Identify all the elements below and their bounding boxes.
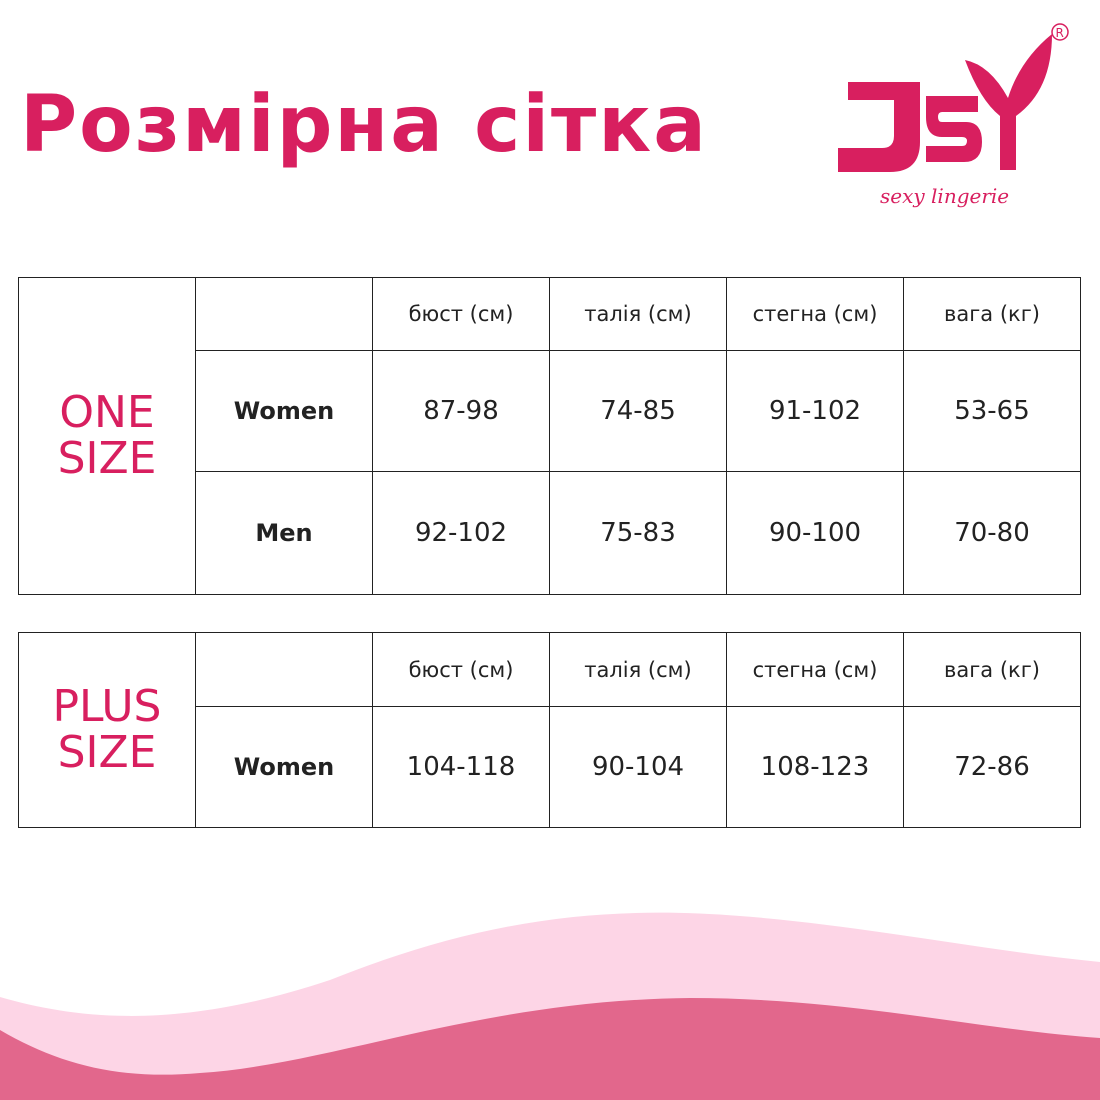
cell: 53-65 (903, 350, 1081, 472)
header-waist: талія (см) (549, 277, 727, 351)
header-bust: бюст (см) (372, 277, 550, 351)
row-label: Women (195, 706, 373, 828)
svg-text:R: R (1056, 26, 1064, 40)
cell: 108-123 (726, 706, 904, 828)
cell: 104-118 (372, 706, 550, 828)
page-title: Розмірна сітка (20, 80, 708, 170)
cell: 92-102 (372, 471, 550, 595)
plus-size-table: PLUS SIZE бюст (см) талія (см) стегна (см… (18, 632, 1081, 828)
row-label: Women (195, 350, 373, 472)
cell: 70-80 (903, 471, 1081, 595)
plus-size-label: PLUS SIZE (18, 632, 196, 828)
header-weight: вага (кг) (903, 632, 1081, 707)
header-hips: стегна (см) (726, 632, 904, 707)
cell: 72-86 (903, 706, 1081, 828)
cell: 90-104 (549, 706, 727, 828)
cell: 90-100 (726, 471, 904, 595)
logo-letter-y-ear (965, 34, 1052, 170)
logo-tagline: sexy lingerie (880, 184, 1009, 208)
header-weight: вага (кг) (903, 277, 1081, 351)
table-row: Men 92-102 75-83 90-100 70-80 (19, 471, 1081, 595)
table-row: Women 104-118 90-104 108-123 72-86 (19, 706, 1081, 828)
logo-letter-j (838, 82, 920, 172)
header-bust: бюст (см) (372, 632, 550, 707)
cell: 91-102 (726, 350, 904, 472)
wave-dark (0, 998, 1100, 1100)
table-row: Women 87-98 74-85 91-102 53-65 (19, 350, 1081, 472)
cell: 74-85 (549, 350, 727, 472)
cell: 75-83 (549, 471, 727, 595)
one-size-label: ONE SIZE (18, 277, 196, 595)
empty-header-cell (195, 277, 373, 351)
header-hips: стегна (см) (726, 277, 904, 351)
one-size-table: ONE SIZE бюст (см) талія (см) стегна (см)… (18, 277, 1081, 595)
logo-letter-s (926, 96, 982, 162)
brand-logo: sexy lingerie R (838, 23, 1069, 208)
empty-header-cell (195, 632, 373, 707)
row-label: Men (195, 471, 373, 595)
header-waist: талія (см) (549, 632, 727, 707)
cell: 87-98 (372, 350, 550, 472)
decorative-wave (0, 912, 1100, 1100)
